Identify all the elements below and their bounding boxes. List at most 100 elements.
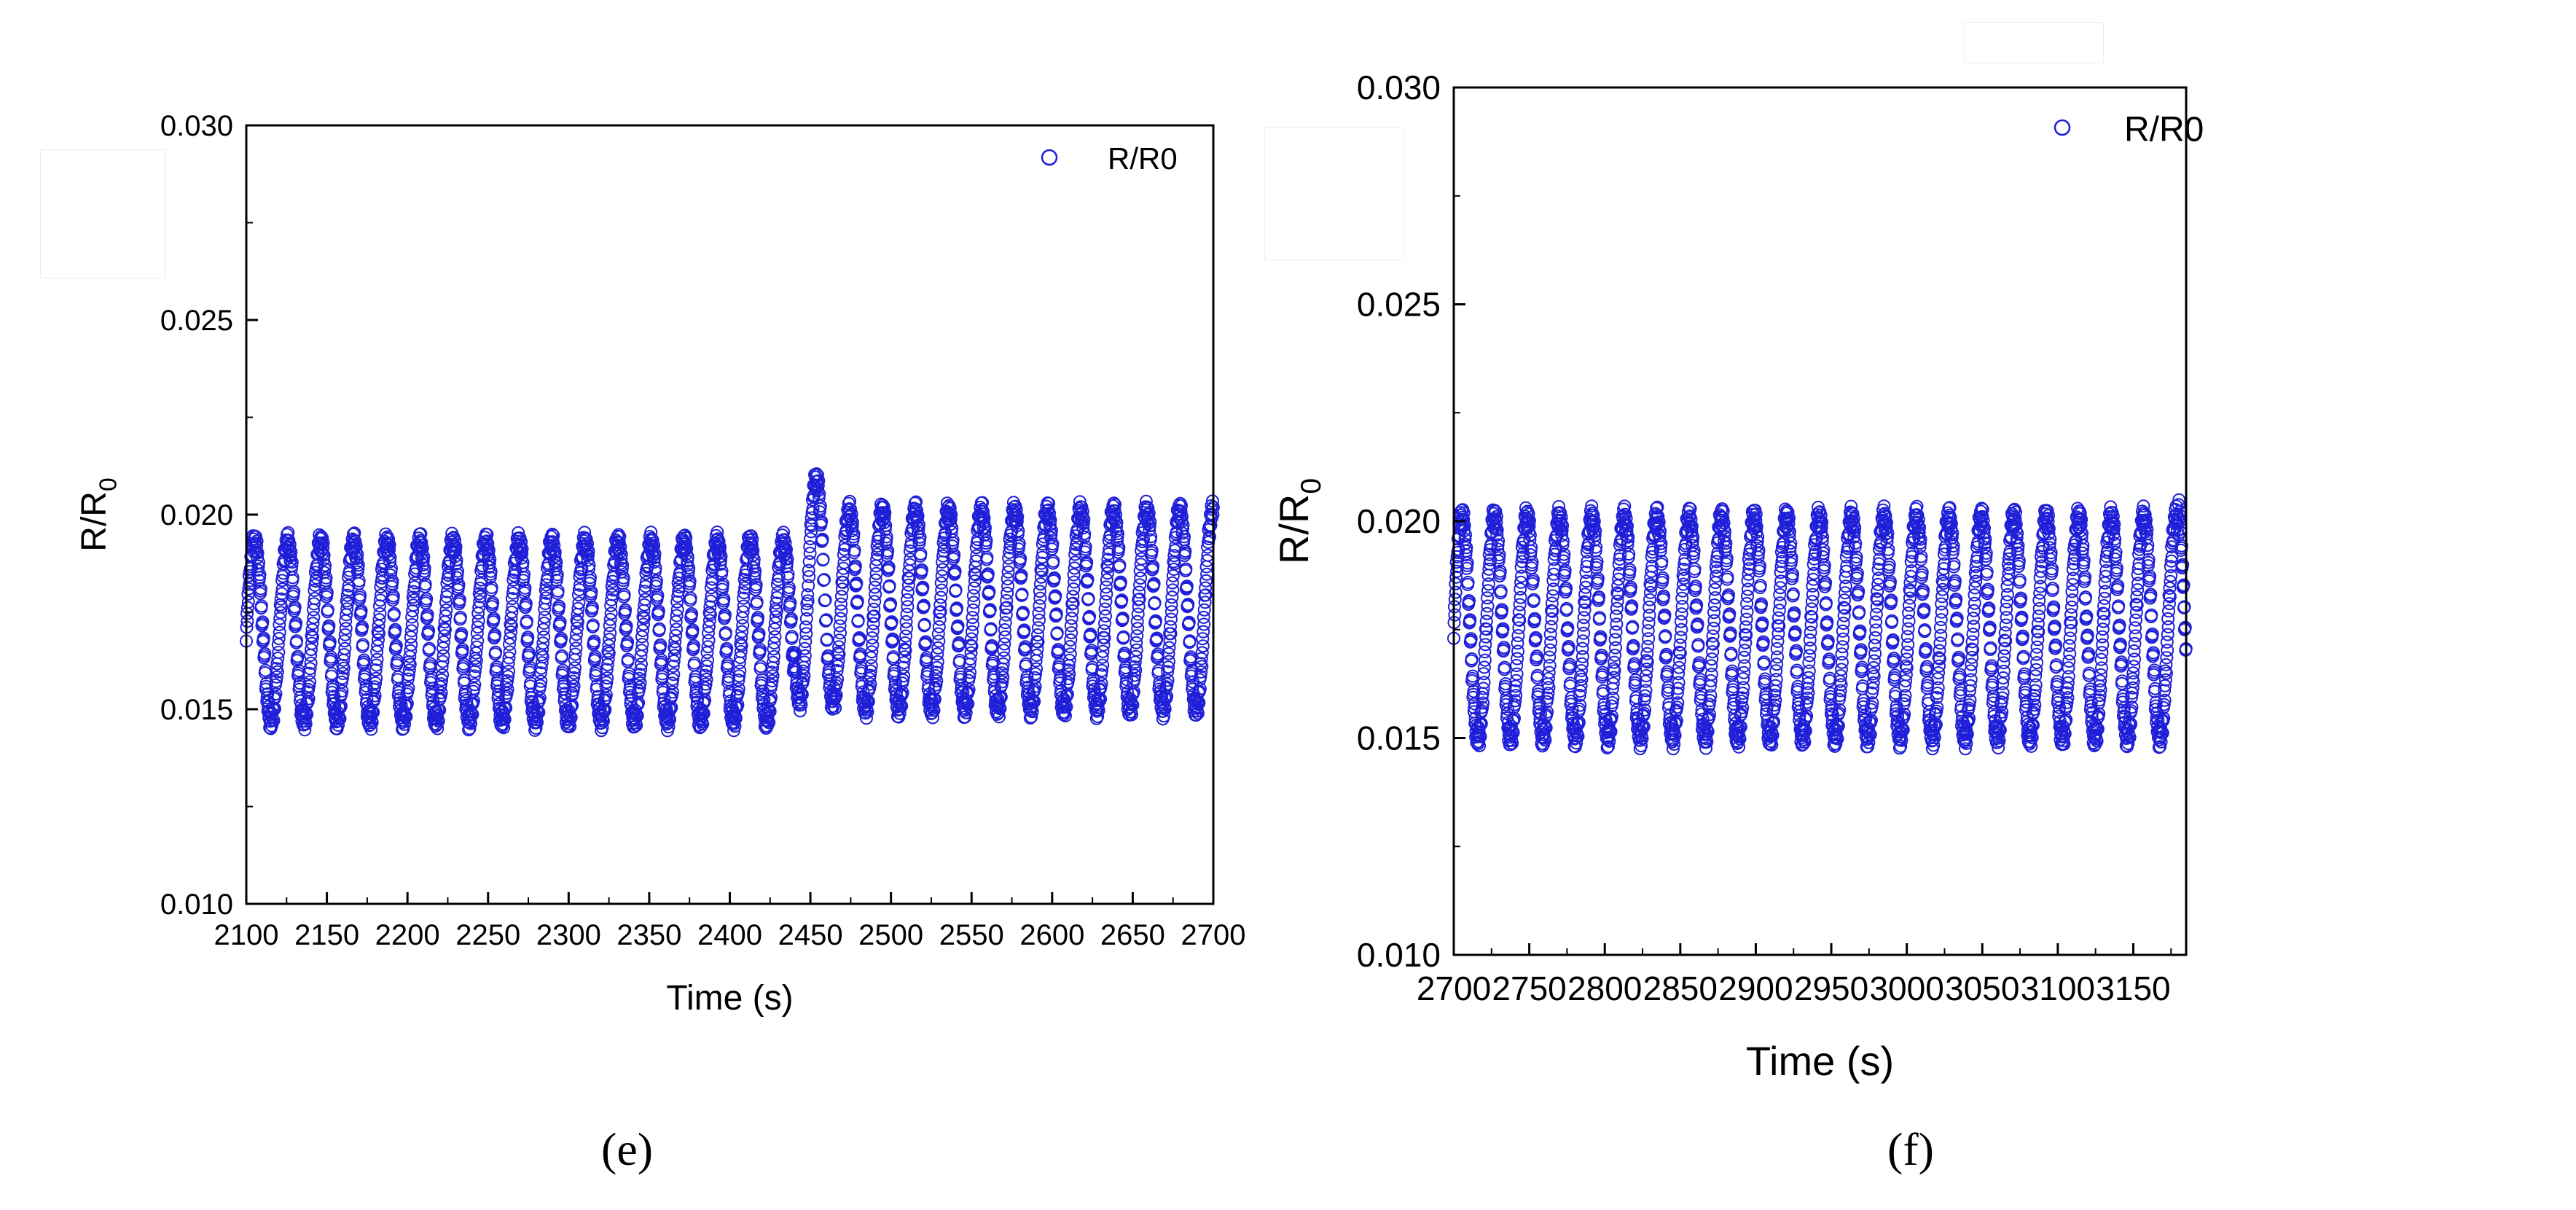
data-point xyxy=(2096,638,2110,652)
data-point xyxy=(1650,501,1664,515)
data-point xyxy=(714,550,728,563)
data-point xyxy=(2065,593,2079,607)
data-point xyxy=(1042,496,1056,510)
data-point xyxy=(836,568,850,582)
data-point xyxy=(668,635,682,649)
data-point xyxy=(567,679,581,693)
data-point xyxy=(799,620,813,634)
data-point xyxy=(290,634,304,648)
data-point xyxy=(1639,674,1652,688)
data-point xyxy=(851,614,865,627)
data-point xyxy=(550,568,564,582)
data-point xyxy=(1143,515,1157,528)
data-point xyxy=(1175,510,1189,523)
data-point xyxy=(501,682,514,696)
data-point xyxy=(1865,686,1879,700)
data-point xyxy=(878,506,892,520)
data-point xyxy=(1847,512,1860,526)
data-point xyxy=(1496,622,1510,636)
data-point xyxy=(2165,550,2179,563)
data-point xyxy=(1756,635,1770,649)
data-point xyxy=(1463,594,1476,608)
data-point xyxy=(368,689,382,703)
data-point xyxy=(501,674,514,687)
data-point xyxy=(1699,727,1712,741)
data-point xyxy=(903,558,917,571)
data-point xyxy=(2083,682,2097,696)
data-point xyxy=(647,555,661,569)
data-point xyxy=(1199,574,1213,588)
data-point xyxy=(2029,678,2043,692)
data-point xyxy=(1996,686,2010,700)
data-point xyxy=(1885,614,1899,628)
data-point xyxy=(1774,581,1788,595)
data-point xyxy=(2015,610,2029,624)
data-point xyxy=(901,593,914,606)
data-point xyxy=(1753,559,1766,573)
data-point xyxy=(1543,643,1557,657)
data-point xyxy=(304,656,318,670)
x-tick-label: 2650 xyxy=(1100,919,1165,951)
data-point xyxy=(533,691,547,705)
data-point xyxy=(1880,531,1894,544)
data-point xyxy=(337,648,351,661)
data-point xyxy=(1014,569,1028,582)
data-point xyxy=(536,642,549,656)
blank-box-left xyxy=(40,149,165,278)
data-point xyxy=(997,651,1011,665)
data-point xyxy=(1195,660,1209,674)
data-point xyxy=(1964,673,1978,687)
data-point xyxy=(630,719,643,733)
data-point xyxy=(2084,695,2098,709)
data-point xyxy=(864,664,877,678)
data-point xyxy=(320,585,334,599)
data-point xyxy=(2019,695,2033,709)
data-point xyxy=(436,668,450,682)
data-point xyxy=(365,716,379,730)
data-point xyxy=(768,622,781,636)
data-point xyxy=(1506,725,1520,739)
data-point xyxy=(1967,612,1980,625)
data-point xyxy=(916,580,930,594)
data-point xyxy=(749,578,763,592)
data-point xyxy=(297,710,311,724)
data-point xyxy=(715,564,729,578)
data-point xyxy=(1659,629,1672,643)
data-point xyxy=(2109,545,2123,559)
data-point xyxy=(737,599,751,613)
data-point xyxy=(947,547,961,561)
data-point xyxy=(899,614,913,628)
data-point xyxy=(1898,689,1912,703)
data-point xyxy=(555,631,568,645)
data-point xyxy=(1768,698,1782,712)
data-point xyxy=(595,721,609,735)
data-point xyxy=(2147,646,2161,660)
data-point xyxy=(2111,579,2125,593)
data-point xyxy=(1130,629,1144,643)
data-point xyxy=(308,579,322,592)
data-point xyxy=(837,542,851,556)
data-point xyxy=(667,668,681,682)
data-point xyxy=(2126,681,2140,695)
data-point xyxy=(853,631,866,644)
data-point xyxy=(261,687,275,700)
data-point xyxy=(700,673,713,686)
data-point xyxy=(1741,589,1754,603)
data-point xyxy=(1772,619,1786,633)
data-point xyxy=(1675,600,1689,613)
data-point xyxy=(1165,576,1179,590)
data-point xyxy=(1033,577,1047,591)
data-point xyxy=(2032,593,2046,607)
data-point xyxy=(2002,566,2016,580)
data-point xyxy=(1081,592,1095,606)
data-point xyxy=(602,639,616,652)
x-tick-label: 2350 xyxy=(616,919,681,951)
data-point xyxy=(1965,657,1978,671)
data-point xyxy=(1198,596,1212,609)
data-point xyxy=(963,670,976,684)
data-point xyxy=(1740,605,1754,619)
data-point xyxy=(402,663,416,677)
data-point xyxy=(1077,512,1091,526)
data-point xyxy=(457,657,471,671)
data-point xyxy=(1848,520,1862,534)
